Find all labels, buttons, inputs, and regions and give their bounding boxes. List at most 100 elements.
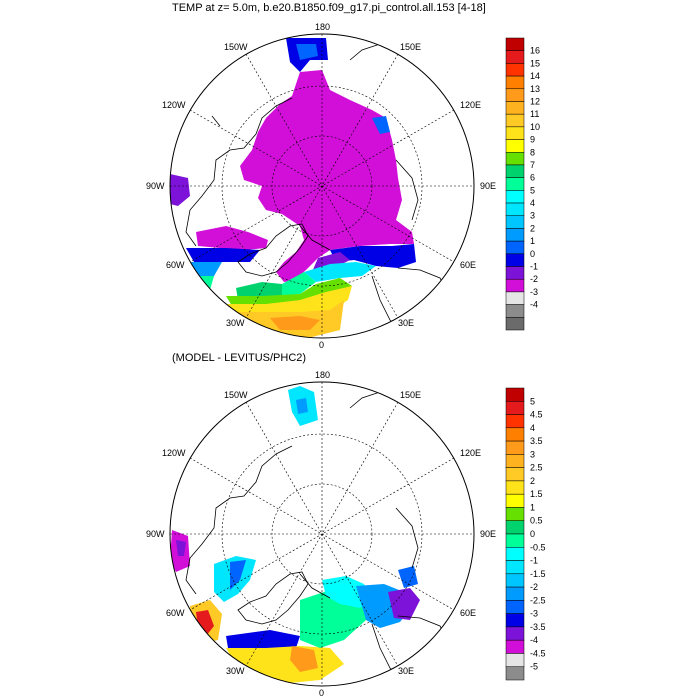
colorbar-label: 15 xyxy=(530,58,540,68)
colorbar-bottom: 5 4.5 4 3.5 3 2.5 2 1.5 1 0.5 0 -0.5 -1 -1.5 -2 -2.5 -3 -… xyxy=(505,387,546,681)
lon-label: 150W xyxy=(224,42,248,52)
colorbar-label: -2 xyxy=(530,274,538,284)
colorbar-swatch xyxy=(505,126,525,140)
colorbar-label: -1.5 xyxy=(530,569,546,579)
colorbar-swatch xyxy=(505,666,525,681)
field-baffin-blue xyxy=(230,560,246,590)
lon-label: 90E xyxy=(480,529,496,539)
colorbar-swatch xyxy=(505,440,525,455)
colorbar-label: 3 xyxy=(530,211,535,221)
field-hudson xyxy=(170,174,190,206)
lon-label: 120W xyxy=(162,100,186,110)
lon-label: 150W xyxy=(224,390,248,400)
colorbar-label: 3 xyxy=(530,449,535,459)
colorbar-label: 2 xyxy=(530,223,535,233)
colorbar-label: -3 xyxy=(530,287,538,297)
coastlines-top xyxy=(185,43,453,331)
colorbar-swatch xyxy=(505,139,525,153)
colorbar-swatch xyxy=(505,467,525,482)
colorbar-swatch xyxy=(505,547,525,561)
colorbar-label: -3.5 xyxy=(530,622,546,632)
colorbar-swatch xyxy=(505,560,525,575)
field-labrador xyxy=(186,248,260,262)
lon-label: 180 xyxy=(315,370,330,380)
colorbar-swatch xyxy=(505,317,525,331)
colorbar-label: 3.5 xyxy=(530,436,543,446)
colorbar-label: 6 xyxy=(530,173,535,183)
colorbar-label: 0.5 xyxy=(530,516,543,526)
colorbar-swatch xyxy=(505,653,525,667)
field-atlantic-lime xyxy=(226,278,352,306)
colorbar-label: -2 xyxy=(530,582,538,592)
colorbar-swatch xyxy=(505,480,525,495)
lon-label: 180 xyxy=(315,22,330,32)
field-kara xyxy=(372,116,390,134)
lon-label: 30E xyxy=(398,666,414,676)
colorbar-label: -4 xyxy=(530,300,538,310)
colorbar-label: 9 xyxy=(530,135,535,145)
field-bering-light xyxy=(296,44,318,60)
colorbar-label: 2.5 xyxy=(530,463,543,473)
lon-label: 60E xyxy=(460,260,476,270)
colorbar-swatch xyxy=(505,600,525,614)
colorbar-swatch xyxy=(505,37,525,51)
colorbar-swatch xyxy=(505,493,525,508)
colorbar-label: 1.5 xyxy=(530,489,543,499)
colorbar-label: -3 xyxy=(530,609,538,619)
colorbar-swatch xyxy=(505,215,525,229)
colorbar-swatch xyxy=(505,533,525,548)
temperature-map: 180 150E 120E 90E 60E 30E 0 30W 60W 90W … xyxy=(146,22,496,350)
colorbar-swatch xyxy=(505,228,525,242)
colorbar-swatch xyxy=(505,50,525,64)
colorbar-swatch xyxy=(505,626,525,641)
field-barents-anom-purple xyxy=(388,588,420,620)
lon-label: 60E xyxy=(460,608,476,618)
anomaly-map: 180 150E 120E 90E 60E 30E 0 30W 60W 90W … xyxy=(146,370,496,698)
map-border xyxy=(169,381,475,687)
colorbar-label: 4 xyxy=(530,423,535,433)
colorbar-swatch xyxy=(505,278,525,293)
colorbar-label: 8 xyxy=(530,147,535,157)
colorbar-swatch xyxy=(505,507,525,521)
field-atlantic-anom-orange xyxy=(290,646,318,672)
colorbar-label: -2.5 xyxy=(530,595,546,605)
colorbar-label: 4.5 xyxy=(530,410,543,420)
lon-label: 60W xyxy=(166,260,185,270)
colorbar-swatch xyxy=(505,152,525,166)
lon-label: 120W xyxy=(162,448,186,458)
colorbar-swatch xyxy=(505,101,525,115)
field-atlantic-deep xyxy=(270,316,320,330)
colorbar-swatch xyxy=(505,190,525,204)
colorbar-swatch xyxy=(505,164,525,178)
colorbar-swatch xyxy=(505,613,525,628)
colorbar-swatch xyxy=(505,304,525,318)
colorbar-swatch xyxy=(505,520,525,535)
colorbar-swatch xyxy=(505,88,525,102)
colorbar-swatch xyxy=(505,253,525,267)
field-kara-anom xyxy=(398,566,418,588)
colorbar-swatch xyxy=(505,266,525,280)
colorbar-label: 1 xyxy=(530,236,535,246)
colorbar-label: 4 xyxy=(530,198,535,208)
colorbar-swatch xyxy=(505,414,525,429)
map-title-bottom: (MODEL - LEVITUS/PHC2) xyxy=(172,352,307,364)
colorbar-label: 16 xyxy=(530,46,540,56)
lon-label: 0 xyxy=(319,688,324,698)
colorbar-swatch xyxy=(505,63,525,77)
field-bering-anom-blue xyxy=(296,398,308,414)
lon-label: 120E xyxy=(460,100,481,110)
field-atlantic-yellow xyxy=(222,286,352,314)
lon-label: 30W xyxy=(226,318,245,328)
colorbar-swatch xyxy=(505,75,525,90)
field-norway-anom-cyan xyxy=(322,576,372,608)
colorbar-label: 0 xyxy=(530,529,535,539)
colorbar-swatch xyxy=(505,202,525,216)
map-border xyxy=(169,33,475,339)
lon-label: 120E xyxy=(460,448,481,458)
colorbar-label: 12 xyxy=(530,96,540,106)
field-barents-blue xyxy=(330,244,416,268)
colorbar-swatch xyxy=(505,573,525,588)
colorbar-swatch xyxy=(505,639,525,654)
lon-label: 30W xyxy=(226,666,245,676)
colorbar-swatch xyxy=(505,291,525,305)
